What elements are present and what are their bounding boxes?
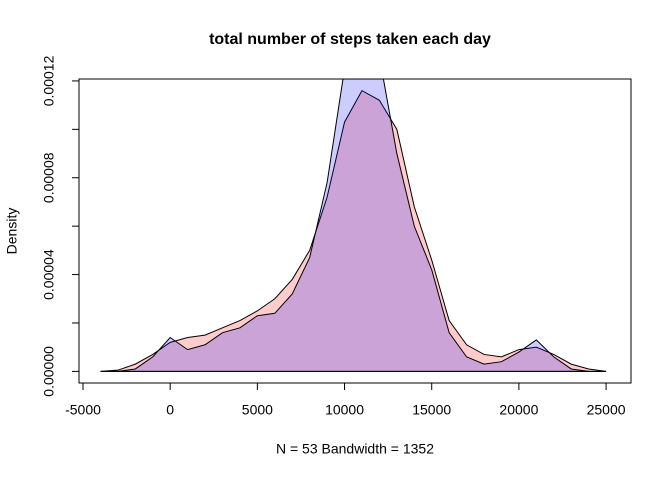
y-tick-label: 0.00000 — [41, 346, 57, 397]
chart-title: total number of steps taken each day — [209, 31, 491, 48]
plot-box — [78, 78, 632, 384]
x-tick-label: -5000 — [65, 402, 101, 418]
x-tick-label: 5000 — [242, 402, 273, 418]
x-axis-label: N = 53 Bandwidth = 1352 — [276, 441, 434, 457]
y-axis-label: Density — [4, 208, 20, 255]
x-tick-label: 20000 — [499, 402, 538, 418]
density-area — [100, 79, 607, 372]
x-tick-label: 15000 — [412, 402, 451, 418]
x-tick-label: 0 — [166, 402, 174, 418]
y-tick-label: 0.00008 — [41, 152, 57, 203]
x-tick-label: 25000 — [587, 402, 626, 418]
y-tick-label: 0.00004 — [41, 249, 57, 300]
plot-area — [100, 79, 607, 372]
density-area — [100, 89, 607, 372]
y-tick-label: 0.00012 — [41, 55, 57, 106]
x-tick-label: 10000 — [325, 402, 364, 418]
